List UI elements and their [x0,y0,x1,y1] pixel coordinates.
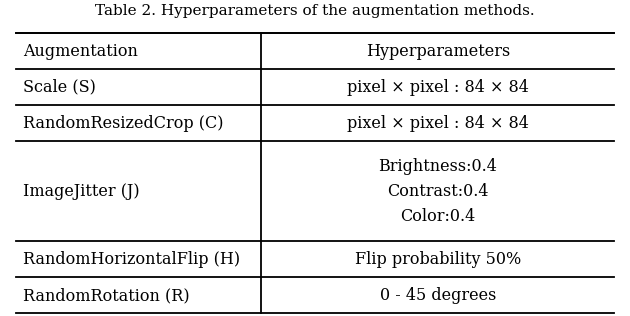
Text: 0 - 45 degrees: 0 - 45 degrees [380,287,496,304]
Text: ImageJitter (J): ImageJitter (J) [23,183,140,200]
Text: RandomResizedCrop (C): RandomResizedCrop (C) [23,115,224,132]
Text: pixel × pixel : 84 × 84: pixel × pixel : 84 × 84 [347,79,529,96]
Text: Brightness:0.4
Contrast:0.4
Color:0.4: Brightness:0.4 Contrast:0.4 Color:0.4 [379,158,497,225]
Text: pixel × pixel : 84 × 84: pixel × pixel : 84 × 84 [347,115,529,132]
Text: RandomRotation (R): RandomRotation (R) [23,287,190,304]
Text: Hyperparameters: Hyperparameters [366,43,510,60]
Text: RandomHorizontalFlip (H): RandomHorizontalFlip (H) [23,251,241,268]
Text: Flip probability 50%: Flip probability 50% [355,251,521,268]
Text: Augmentation: Augmentation [23,43,138,60]
Text: Table 2. Hyperparameters of the augmentation methods.: Table 2. Hyperparameters of the augmenta… [95,4,535,18]
Text: Scale (S): Scale (S) [23,79,96,96]
